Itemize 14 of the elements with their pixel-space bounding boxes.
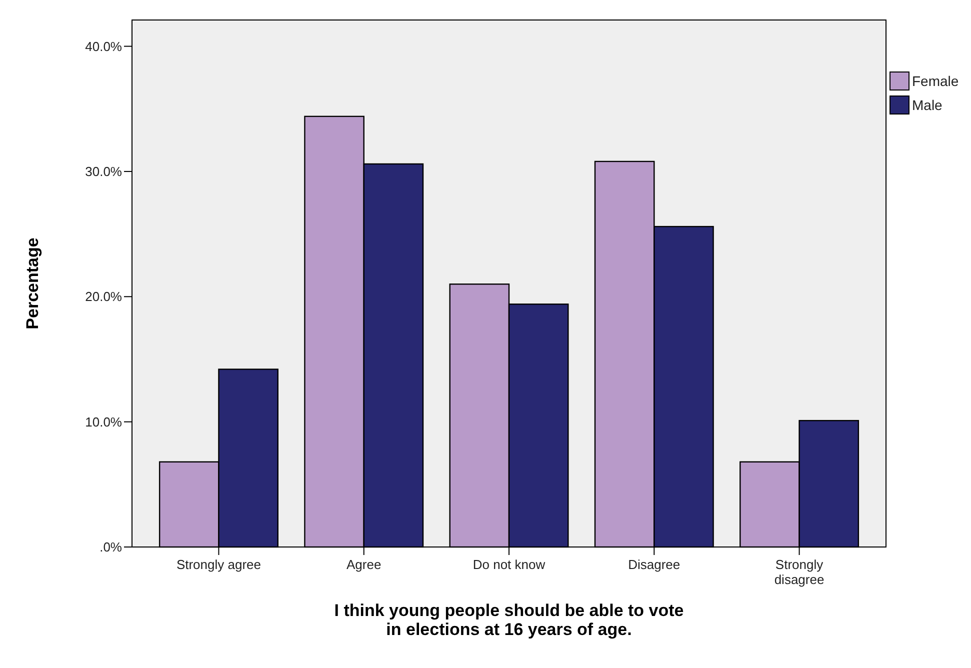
- x-axis-title: I think young people should be able to vote in elections at 16 years of age.: [334, 601, 684, 639]
- x-tick-label: Strongly disagree: [774, 557, 824, 587]
- y-tick-label: 20.0%: [85, 289, 122, 304]
- legend-label: Male: [912, 96, 943, 113]
- x-tick-label: Agree: [346, 557, 382, 572]
- x-tick-label: Do not know: [472, 557, 546, 572]
- x-tick-label: Strongly agree: [176, 557, 261, 572]
- legend-label: Female: [912, 72, 959, 89]
- y-tick-label: 40.0%: [85, 38, 122, 54]
- y-tick-label: 30.0%: [85, 164, 122, 180]
- y-axis-title: Percentage: [23, 238, 42, 330]
- y-tick-label: .0%: [100, 540, 122, 555]
- y-tick-label: 10.0%: [85, 414, 122, 430]
- x-tick-label: Disagree: [628, 557, 680, 572]
